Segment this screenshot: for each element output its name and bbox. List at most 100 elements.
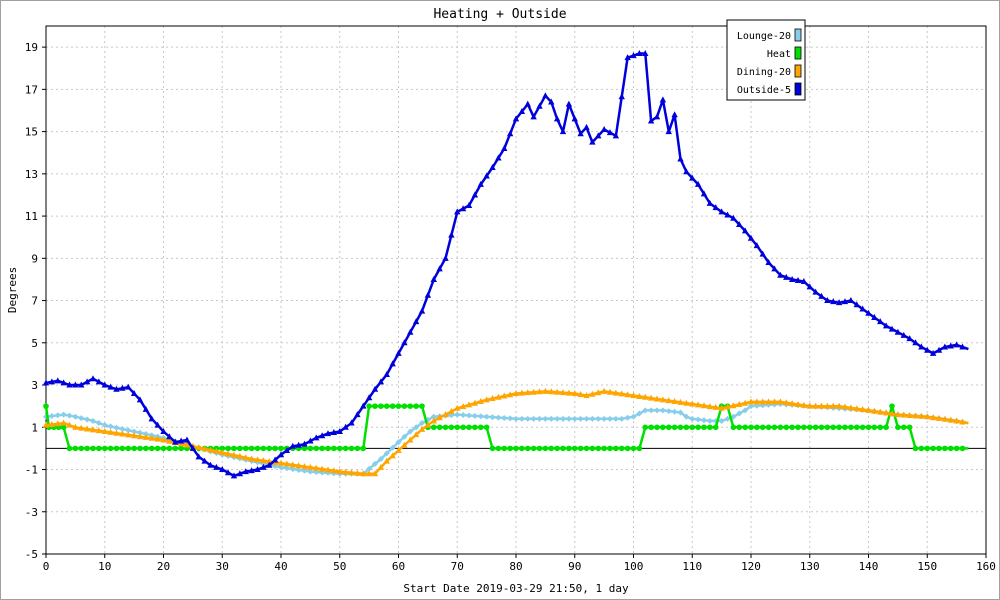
data-point xyxy=(741,227,749,234)
data-point xyxy=(571,115,578,122)
data-point xyxy=(788,400,796,407)
x-tick-label: 80 xyxy=(509,560,522,573)
data-point xyxy=(565,389,573,396)
data-point xyxy=(806,424,813,431)
data-point xyxy=(395,447,402,454)
data-point xyxy=(471,399,479,406)
data-point xyxy=(595,445,602,452)
data-point xyxy=(548,388,555,395)
data-point xyxy=(72,381,79,388)
data-point xyxy=(929,414,937,421)
data-point xyxy=(383,370,390,377)
y-tick-label: 3 xyxy=(31,379,38,392)
x-tick-label: 50 xyxy=(333,560,346,573)
x-tick-label: 20 xyxy=(157,560,170,573)
data-point xyxy=(424,291,432,298)
data-point xyxy=(871,424,878,431)
data-point xyxy=(66,412,73,419)
data-point xyxy=(518,389,526,396)
data-point xyxy=(577,391,584,398)
data-point xyxy=(589,138,596,145)
data-point xyxy=(460,412,467,419)
data-point xyxy=(830,424,837,431)
data-point xyxy=(459,403,467,410)
data-point xyxy=(800,278,808,285)
data-point xyxy=(742,424,748,431)
data-point xyxy=(183,441,191,448)
data-point xyxy=(360,445,367,452)
data-point xyxy=(166,433,173,440)
data-point xyxy=(853,405,860,412)
data-point xyxy=(612,389,620,396)
data-point xyxy=(365,394,373,401)
data-point xyxy=(724,211,731,218)
data-point xyxy=(266,461,273,468)
data-point xyxy=(689,174,696,181)
data-point xyxy=(700,402,708,409)
data-point xyxy=(307,468,314,475)
data-point xyxy=(524,445,531,452)
x-tick-label: 150 xyxy=(917,560,937,573)
data-point xyxy=(624,445,631,452)
data-point xyxy=(660,424,666,431)
data-point xyxy=(201,445,208,452)
data-point xyxy=(571,389,578,396)
data-point xyxy=(372,403,378,409)
data-point xyxy=(495,445,502,452)
data-point xyxy=(407,328,414,335)
data-point xyxy=(736,221,743,228)
data-point xyxy=(501,144,508,151)
data-point xyxy=(930,445,936,452)
data-point xyxy=(318,432,326,439)
data-point xyxy=(237,445,243,452)
data-point xyxy=(900,331,907,338)
data-point xyxy=(78,415,85,422)
data-point xyxy=(377,455,384,462)
x-tick-label: 60 xyxy=(392,560,405,573)
x-tick-label: 70 xyxy=(451,560,464,573)
data-point xyxy=(906,424,913,431)
data-point xyxy=(524,100,531,107)
data-point xyxy=(571,415,578,422)
data-point xyxy=(759,398,766,405)
data-point xyxy=(360,470,367,477)
data-point xyxy=(154,435,161,442)
data-point xyxy=(465,202,473,209)
data-point xyxy=(536,415,543,422)
data-point xyxy=(331,445,337,452)
data-point xyxy=(759,424,766,431)
data-point xyxy=(659,407,666,414)
data-point xyxy=(513,415,519,422)
data-point xyxy=(483,413,490,420)
data-point xyxy=(806,283,813,290)
data-point xyxy=(84,416,91,423)
data-point xyxy=(683,168,690,175)
data-point xyxy=(48,378,56,385)
data-point xyxy=(254,445,261,452)
data-point xyxy=(859,424,866,431)
data-point xyxy=(753,242,761,249)
data-point xyxy=(636,445,643,452)
data-point xyxy=(477,180,484,187)
data-point xyxy=(313,445,320,452)
x-tick-label: 0 xyxy=(43,560,50,573)
data-point xyxy=(865,424,872,431)
data-point xyxy=(959,445,966,452)
data-point xyxy=(348,469,355,476)
data-point xyxy=(853,301,860,308)
data-point xyxy=(783,273,790,280)
data-point xyxy=(83,425,91,432)
data-point xyxy=(389,444,396,451)
data-point xyxy=(542,387,549,394)
data-point xyxy=(659,396,667,403)
data-point xyxy=(788,275,796,282)
data-point xyxy=(72,413,79,420)
x-tick-label: 120 xyxy=(741,560,761,573)
data-point xyxy=(559,128,567,135)
y-tick-label: 7 xyxy=(31,295,38,308)
data-point xyxy=(371,385,379,392)
data-point xyxy=(207,461,214,468)
data-point xyxy=(935,414,943,421)
data-point xyxy=(748,424,754,431)
data-point xyxy=(671,111,678,118)
